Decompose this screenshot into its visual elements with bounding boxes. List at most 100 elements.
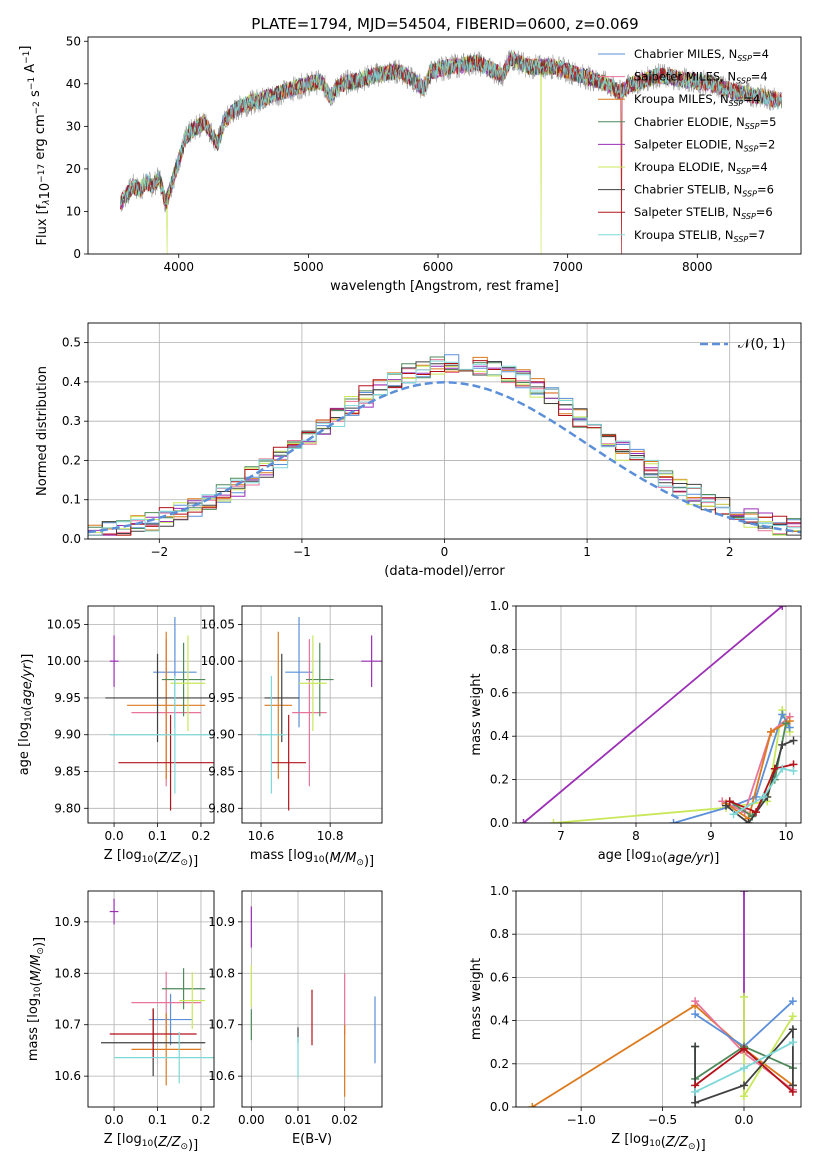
chart-residual-histogram: −2 −1 0 1 2 0.0 0.1 0.2 0.3 0.4 0.5 (data-model)/er… — [35, 322, 802, 579]
y-tick-label: 0.0 — [490, 1100, 509, 1114]
legend-label-kroupa-elodie: Kroupa ELODIE, NSSP=4 — [634, 160, 768, 176]
x-tick-label: 0.0 — [734, 1113, 753, 1127]
weight-line-salpeter-elodie — [522, 606, 783, 823]
errorbar-kroupa-stelib — [257, 675, 286, 794]
y-tick-label: 0.4 — [62, 375, 81, 389]
axes-frame — [241, 605, 383, 824]
weight-marker-salpeter-stelib — [788, 1087, 797, 1096]
x-tick-label: 1 — [583, 545, 591, 559]
y-tick-label: 0.6 — [490, 970, 509, 984]
x-tick-label: 0.0 — [105, 1113, 124, 1127]
y-axis-label: Flux [fλ10−17 erg cm−2 s−1 A−1] — [18, 46, 53, 246]
weight-marker-kroupa-stelib — [789, 766, 798, 775]
weight-marker-salpeter-elodie — [519, 819, 528, 823]
y-tick-label: 0.6 — [490, 686, 509, 700]
x-tick-label: −1 — [293, 545, 311, 559]
y-tick-label: 10.00 — [47, 654, 81, 668]
y-tick-label: 0.2 — [490, 773, 509, 787]
y-tick-label: 20 — [66, 162, 81, 176]
errorbar-chabrier-stelib — [105, 653, 210, 743]
chart-age-vs-mass: 10.6 10.8 9.80 9.85 9.90 9.95 10.00 10.05 mass [… — [201, 605, 383, 869]
errorbar-salpeter-stelib — [109, 1008, 197, 1060]
weight-marker-kroupa-elodie — [740, 1092, 748, 1101]
chart-mass-vs-Z: 0.0 0.1 0.2 10.6 10.7 10.8 10.9 Z [log10(Z/Z⊙)]… — [26, 890, 215, 1153]
y-tick-label: 0 — [73, 247, 81, 261]
errorbar-kroupa-miles — [131, 1013, 201, 1086]
y-tick-label: 9.90 — [208, 728, 235, 742]
x-axis-label: E(B-V) — [292, 1132, 332, 1147]
y-tick-label: 0.2 — [490, 1057, 509, 1071]
x-tick-label: −0.5 — [648, 1113, 677, 1127]
axes-frame — [87, 890, 215, 1108]
plot-area — [257, 617, 382, 811]
y-tick-label: 10.9 — [54, 915, 81, 929]
x-tick-label: 0.02 — [331, 1113, 358, 1127]
y-tick-label: 50 — [66, 34, 81, 48]
normal-reference-curve — [88, 381, 801, 534]
y-axis-label: mass [log10(M/M⊙)] — [26, 937, 47, 1061]
y-tick-label: 10.6 — [54, 1069, 81, 1083]
y-tick-label: 9.85 — [208, 765, 235, 779]
y-tick-label: 10.7 — [208, 1018, 235, 1032]
weight-line-kroupa-elodie — [553, 709, 791, 823]
x-tick-label: 0.2 — [191, 1113, 210, 1127]
weight-marker-kroupa-elodie — [788, 1012, 797, 1021]
x-axis-label: Z [log10(Z/Z⊙)] — [104, 848, 198, 869]
weight-marker-salpeter-stelib — [770, 764, 779, 773]
weight-marker-kroupa-elodie — [740, 992, 748, 1001]
model-spectrum-kroupa-stelib — [120, 52, 782, 206]
weight-marker-salpeter-elodie — [778, 606, 787, 610]
y-tick-label: 10.8 — [54, 966, 81, 980]
errorbar-chabrier-miles — [285, 617, 313, 728]
weight-line-kroupa-stelib — [733, 767, 794, 816]
legend: 𝒩(0, 1) — [700, 337, 785, 352]
x-tick-label: 4000 — [163, 260, 194, 274]
errorbar-chabrier-elodie — [161, 968, 206, 1010]
y-tick-label: 9.90 — [54, 728, 81, 742]
x-axis-label: Z [log10(Z/Z⊙)] — [611, 1132, 705, 1153]
chart-mass-vs-EBV: 0.00 0.01 0.02 10.6 10.7 10.8 10.9 E(B-V) — [208, 890, 383, 1147]
y-tick-label: 0.0 — [62, 532, 81, 546]
y-tick-label: 1.0 — [490, 599, 509, 613]
weight-marker-chabrier-stelib — [691, 1098, 700, 1107]
errorbar-kroupa-stelib — [109, 675, 214, 794]
errorbar-kroupa-miles — [264, 631, 293, 779]
x-tick-label: 0.2 — [191, 829, 210, 843]
x-tick-label: 0 — [441, 545, 449, 559]
x-tick-label: 6000 — [423, 260, 454, 274]
y-tick-label: 9.95 — [208, 691, 235, 705]
errorbar-chabrier-elodie — [161, 642, 206, 717]
errorbar-salpeter-stelib — [118, 714, 214, 811]
weight-line-salpeter-stelib — [729, 763, 794, 814]
y-tick-label: 10.00 — [201, 654, 235, 668]
legend-label-salpeter-miles: Salpeter MILES, NSSP=4 — [634, 70, 768, 86]
errorbar-kroupa-miles — [127, 631, 206, 779]
x-tick-label: 0.00 — [238, 1113, 265, 1127]
axes-frame — [87, 605, 215, 824]
y-tick-label: 10.05 — [201, 617, 235, 631]
chart-massweight-vs-age: 7 8 9 10 0.0 0.2 0.4 0.6 0.8 1.0 age [log10(age/yr… — [469, 599, 802, 866]
x-axis-label: mass [log10(M/M⊙)] — [250, 848, 374, 869]
plot-area — [519, 606, 798, 823]
y-tick-label: 0.4 — [490, 1014, 509, 1028]
plot-area — [528, 891, 797, 1107]
axes-frame — [515, 605, 802, 824]
weight-marker-chabrier-miles — [788, 997, 797, 1006]
axes-frame — [87, 322, 802, 540]
y-tick-label: 0.2 — [62, 453, 81, 467]
y-tick-label: 1.0 — [490, 884, 509, 898]
y-tick-label: 10 — [66, 204, 81, 218]
x-axis-label: (data-model)/error — [384, 564, 505, 579]
errorbar-kroupa-elodie — [170, 635, 206, 732]
x-tick-label: 8000 — [682, 260, 713, 274]
weight-marker-kroupa-stelib — [691, 1087, 700, 1096]
chart-massweight-vs-Z: −1.0 −0.5 0.0 0.0 0.2 0.4 0.6 0.8 1.0 Z [log10(Z/… — [469, 884, 802, 1153]
weight-marker-chabrier-miles — [778, 710, 787, 719]
weight-marker-salpeter-stelib — [752, 808, 760, 817]
y-tick-label: 9.80 — [208, 801, 235, 815]
weight-marker-kroupa-stelib — [788, 1038, 797, 1047]
y-tick-label: 9.80 — [54, 801, 81, 815]
legend-label-normal: 𝒩(0, 1) — [738, 337, 785, 352]
x-tick-label: 9 — [707, 829, 715, 843]
x-tick-label: 10.6 — [248, 829, 275, 843]
